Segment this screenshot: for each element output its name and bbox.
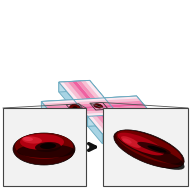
Polygon shape [105,115,124,133]
Ellipse shape [13,133,75,165]
Polygon shape [59,82,78,100]
Polygon shape [118,115,133,142]
Polygon shape [104,96,137,108]
Polygon shape [72,81,91,99]
Polygon shape [101,115,120,133]
Polygon shape [81,81,100,98]
Polygon shape [106,98,141,103]
Polygon shape [137,96,151,123]
Ellipse shape [122,138,132,144]
Polygon shape [85,80,104,98]
Polygon shape [82,107,114,112]
Polygon shape [74,98,118,116]
Polygon shape [53,114,88,118]
Ellipse shape [73,106,78,110]
Ellipse shape [118,133,164,155]
Polygon shape [102,132,133,144]
Ellipse shape [96,105,100,107]
Ellipse shape [121,136,141,148]
Polygon shape [90,80,104,108]
Polygon shape [92,116,111,134]
Polygon shape [114,108,149,112]
Polygon shape [96,116,116,133]
Polygon shape [74,98,104,109]
Polygon shape [49,109,84,113]
Ellipse shape [22,136,42,144]
Polygon shape [117,110,151,115]
Polygon shape [45,104,80,109]
Polygon shape [104,96,151,115]
Polygon shape [104,98,118,125]
Polygon shape [104,96,139,100]
Polygon shape [43,102,78,106]
Polygon shape [84,110,117,114]
Polygon shape [76,100,108,104]
Polygon shape [88,115,133,134]
Ellipse shape [118,137,184,165]
Polygon shape [55,116,88,128]
Polygon shape [41,100,76,104]
Polygon shape [78,103,110,107]
Ellipse shape [20,134,64,150]
Polygon shape [68,81,87,99]
Ellipse shape [116,130,182,164]
Polygon shape [41,101,55,128]
Polygon shape [74,98,104,109]
Polygon shape [41,100,88,118]
Polygon shape [110,103,145,107]
Ellipse shape [15,133,73,159]
Polygon shape [108,101,143,105]
Ellipse shape [17,144,75,158]
Polygon shape [59,80,90,92]
Polygon shape [88,116,102,144]
Polygon shape [74,100,88,126]
Ellipse shape [114,130,184,168]
Polygon shape [74,98,106,102]
Ellipse shape [117,138,185,170]
Ellipse shape [147,146,167,153]
Ellipse shape [94,104,103,108]
Polygon shape [112,106,147,110]
Ellipse shape [17,145,73,163]
Polygon shape [88,115,118,126]
Polygon shape [51,112,86,116]
Polygon shape [59,80,104,100]
Ellipse shape [40,143,56,149]
Polygon shape [74,100,88,126]
Bar [3,108,86,186]
Polygon shape [59,82,74,109]
Polygon shape [104,98,118,125]
Polygon shape [88,115,118,126]
Ellipse shape [35,142,61,152]
Polygon shape [80,105,112,109]
Ellipse shape [70,105,80,112]
Bar [103,108,188,186]
Polygon shape [110,115,129,132]
Polygon shape [86,112,118,116]
Polygon shape [47,107,82,111]
Ellipse shape [137,142,171,154]
Polygon shape [76,81,96,99]
Ellipse shape [23,137,33,141]
Polygon shape [118,113,151,125]
Polygon shape [114,115,133,132]
Polygon shape [63,82,82,99]
Polygon shape [41,100,74,111]
Polygon shape [88,116,107,134]
